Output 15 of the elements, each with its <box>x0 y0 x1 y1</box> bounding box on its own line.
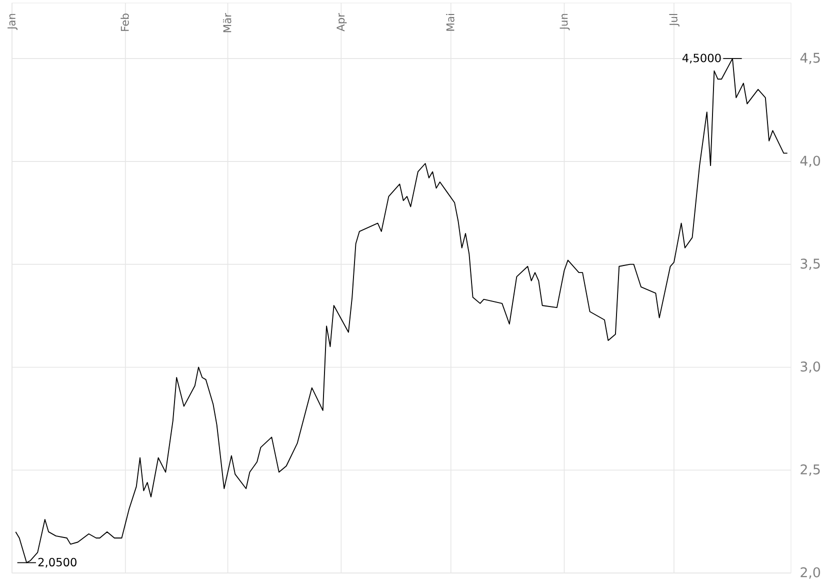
x-tick-label: Jun <box>560 14 570 30</box>
x-tick-label: Apr <box>336 12 347 32</box>
x-tick-label: Mai <box>446 14 454 31</box>
x-tick-label: Feb <box>120 14 129 31</box>
y-tick-label: 3,5 <box>800 258 820 270</box>
x-tick-label: Jul <box>669 14 680 26</box>
annotation: 2,0500 <box>38 558 76 568</box>
y-tick-label: 4,0 <box>800 156 820 168</box>
y-tick-label: 2,5 <box>800 464 820 476</box>
y-tick-label: 4,5 <box>800 52 820 64</box>
y-tick-label: 3,0 <box>800 361 820 373</box>
annotation: 4,5000 <box>682 54 721 64</box>
x-tick-label: Mär <box>223 12 232 32</box>
x-tick-label: Jan <box>8 14 18 30</box>
y-tick-label: 2,0 <box>800 567 820 579</box>
